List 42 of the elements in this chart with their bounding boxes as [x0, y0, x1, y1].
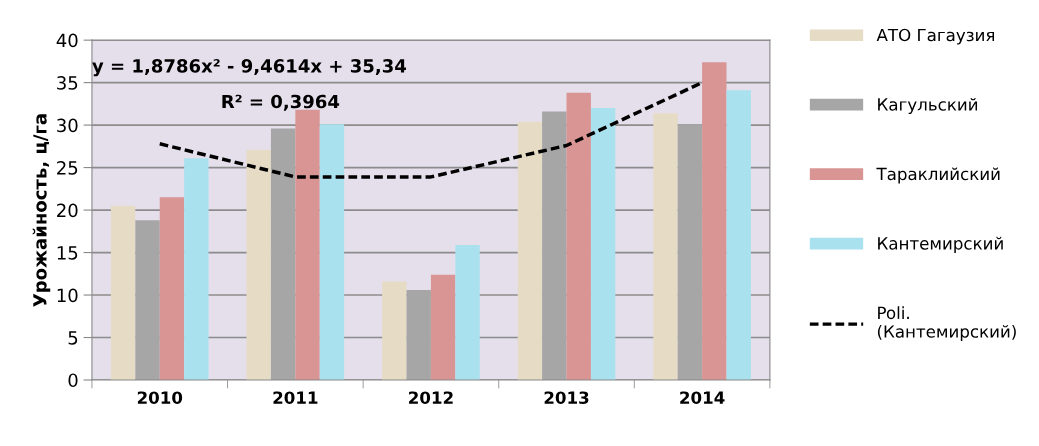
bar: [159, 197, 185, 380]
bar: [382, 281, 407, 380]
y-tick-label: 15: [57, 246, 78, 260]
bar: [135, 220, 160, 380]
bar: [677, 124, 703, 380]
y-tick-label: 35: [57, 76, 78, 90]
y-tick-label: 40: [56, 33, 78, 48]
y-tick-label: 0: [68, 373, 78, 388]
bar: [295, 109, 320, 380]
y-tick-label: 5: [68, 331, 78, 345]
bar: [517, 121, 543, 380]
bar: [566, 92, 591, 380]
bar: [184, 158, 209, 380]
bar: [653, 113, 678, 380]
bar: [542, 111, 567, 380]
bar: [270, 128, 296, 380]
y-tick-label: 20: [57, 203, 78, 218]
legend-label: Тараклийский: [876, 167, 1000, 184]
bar: [406, 289, 431, 380]
bar: [702, 62, 727, 380]
y-tick-label: 30: [57, 118, 78, 133]
legend-label: Кагульский: [878, 97, 978, 114]
legend-label: Кантемирский: [878, 236, 1003, 253]
x-tick-label: 2012: [409, 391, 453, 404]
bar: [246, 149, 271, 380]
x-tick-label: 2014: [680, 391, 725, 404]
y-tick-label: 10: [57, 288, 78, 303]
annotation: R² = 0,3964: [222, 94, 340, 111]
y-axis-title: Урожайность, ц/га: [32, 114, 51, 307]
x-tick-label: 2013: [544, 391, 589, 404]
bar: [319, 124, 345, 380]
legend-label: Poli. (Кантемирский): [877, 306, 1016, 342]
bar: [726, 90, 751, 380]
x-tick-label: 2010: [137, 391, 183, 404]
bar: [110, 205, 136, 380]
annotation: y = 1,8786x² - 9,4614x + 35,34: [92, 59, 407, 77]
bar: [590, 108, 616, 380]
bar: [455, 244, 480, 380]
x-tick-label: 2011: [273, 391, 318, 404]
bar: [430, 274, 456, 380]
y-tick-label: 25: [57, 161, 78, 175]
legend-label: АТО Гагаузия: [876, 28, 995, 45]
